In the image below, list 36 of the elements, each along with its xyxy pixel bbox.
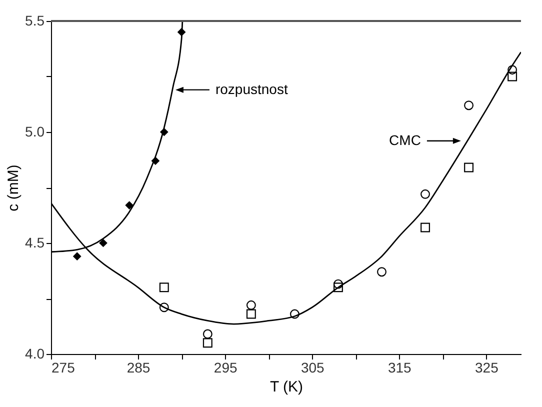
point	[72, 252, 82, 261]
point	[151, 156, 160, 166]
x-tick-label: 315	[388, 360, 412, 376]
x-tick-label: 295	[214, 360, 238, 376]
point	[159, 282, 169, 292]
point	[464, 162, 474, 172]
point	[160, 128, 168, 136]
x-tick-label: 285	[126, 360, 150, 376]
x-tick-label: 325	[475, 360, 499, 376]
point	[99, 238, 108, 248]
y-tick-label: 4.5	[25, 234, 45, 250]
x-tick-label: 275	[52, 360, 76, 376]
point	[464, 100, 474, 110]
annotation: rozpustnost	[215, 80, 288, 97]
x-axis-title: T (K)	[270, 378, 304, 396]
y-tick-label: 5.5	[25, 12, 45, 28]
point	[290, 309, 300, 319]
point	[202, 329, 212, 339]
point	[420, 222, 430, 232]
point	[202, 338, 212, 348]
y-tick-label: 4.0	[25, 346, 45, 362]
point	[420, 189, 430, 199]
point	[377, 267, 386, 277]
point	[508, 65, 518, 75]
point	[177, 28, 186, 36]
y-axis-title: c (mM)	[5, 164, 22, 212]
annotation: CMC	[389, 132, 421, 148]
y-tick-label: 5.0	[25, 124, 45, 140]
point	[333, 282, 343, 292]
point	[333, 279, 343, 289]
point	[125, 201, 134, 210]
point	[159, 302, 169, 312]
point	[246, 309, 256, 319]
point	[508, 72, 518, 82]
x-tick-label: 305	[300, 360, 325, 376]
point	[246, 300, 256, 310]
